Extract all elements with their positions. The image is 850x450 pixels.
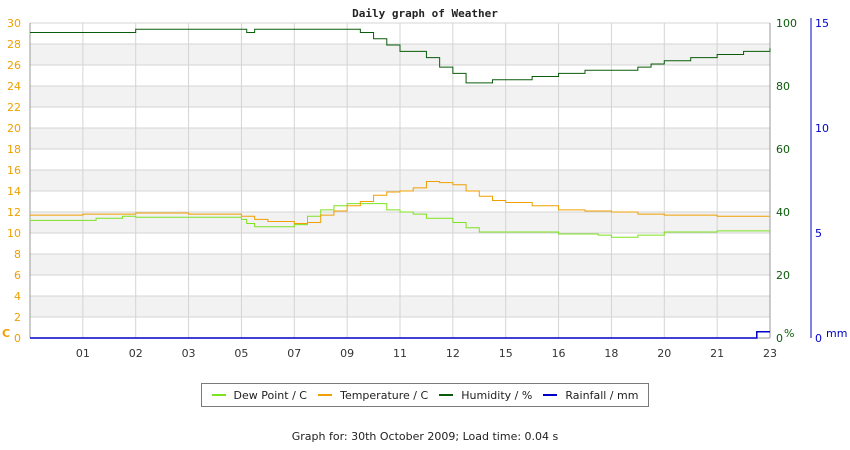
x-tick-label: 23 — [763, 347, 777, 360]
y-left-tick-label: 18 — [7, 143, 21, 156]
y-left-tick-label: 24 — [7, 80, 21, 93]
y-left-tick-label: 14 — [7, 185, 21, 198]
y-rainfall-tick-label: 10 — [815, 122, 829, 135]
x-tick-label: 05 — [234, 347, 248, 360]
x-tick-label: 02 — [129, 347, 143, 360]
legend-label-dew-point: Dew Point / C — [233, 388, 307, 402]
y-left-unit-label: C — [2, 327, 10, 340]
y-rainfall-tick-label: 0 — [815, 332, 822, 345]
x-tick-label: 03 — [182, 347, 196, 360]
legend-label-humidity: Humidity / % — [461, 388, 533, 402]
legend-swatch-rainfall — [543, 394, 558, 396]
y-humidity-tick-label: 40 — [776, 206, 790, 219]
x-tick-label: 16 — [552, 347, 566, 360]
y-rainfall-unit-label: mm — [826, 327, 847, 340]
y-humidity-tick-label: 60 — [776, 143, 790, 156]
y-humidity-tick-label: 20 — [776, 269, 790, 282]
legend-item-humidity: Humidity / % — [439, 389, 532, 402]
x-tick-label: 21 — [710, 347, 724, 360]
y-left-tick-label: 12 — [7, 206, 21, 219]
x-tick-label: 07 — [287, 347, 301, 360]
legend-item-temperature: Temperature / C — [318, 389, 428, 402]
series-line-humidity — [30, 28, 771, 84]
y-left-tick-label: 2 — [14, 311, 21, 324]
x-tick-label: 20 — [657, 347, 671, 360]
y-left-tick-label: 4 — [14, 290, 21, 303]
y-left-tick-label: 16 — [7, 164, 21, 177]
y-rainfall-tick-label: 15 — [815, 17, 829, 30]
y-humidity-tick-label: 100 — [776, 17, 797, 30]
series-line-temperature — [30, 181, 770, 225]
legend-swatch-dew-point — [211, 394, 226, 396]
legend-label-temperature: Temperature / C — [340, 388, 429, 402]
y-humidity-tick-label: 80 — [776, 80, 790, 93]
y-left-tick-label: 22 — [7, 101, 21, 114]
legend-swatch-humidity — [439, 394, 454, 396]
graph-footer: Graph for: 30th October 2009; Load time:… — [291, 430, 559, 443]
chart-title: Daily graph of Weather — [352, 7, 498, 20]
y-left-tick-label: 30 — [7, 17, 21, 30]
y-left-tick-label: 10 — [7, 227, 21, 240]
y-rainfall-tick-label: 5 — [815, 227, 822, 240]
y-left-tick-label: 20 — [7, 122, 21, 135]
legend: Dew Point / C Temperature / C Humidity /… — [201, 383, 649, 407]
y-left-tick-label: 6 — [14, 269, 21, 282]
y-left-tick-label: 0 — [14, 332, 21, 345]
y-left-tick-label: 28 — [7, 38, 21, 51]
x-tick-label: 11 — [393, 347, 407, 360]
y-left-tick-label: 8 — [14, 248, 21, 261]
legend-label-rainfall: Rainfall / mm — [565, 388, 639, 402]
legend-item-rainfall: Rainfall / mm — [543, 389, 638, 402]
y-humidity-tick-label: 0 — [776, 332, 783, 345]
x-tick-label: 15 — [499, 347, 513, 360]
series-line-rainfall — [30, 330, 770, 339]
series-line-dew-point — [30, 203, 770, 238]
x-tick-label: 12 — [446, 347, 460, 360]
legend-swatch-temperature — [318, 394, 333, 396]
legend-item-dew-point: Dew Point / C — [211, 388, 307, 402]
x-tick-label: 09 — [340, 347, 354, 360]
x-tick-label: 01 — [76, 347, 90, 360]
x-tick-label: 18 — [604, 347, 618, 360]
y-left-tick-label: 26 — [7, 59, 21, 72]
y-humidity-unit-label: % — [784, 327, 794, 340]
